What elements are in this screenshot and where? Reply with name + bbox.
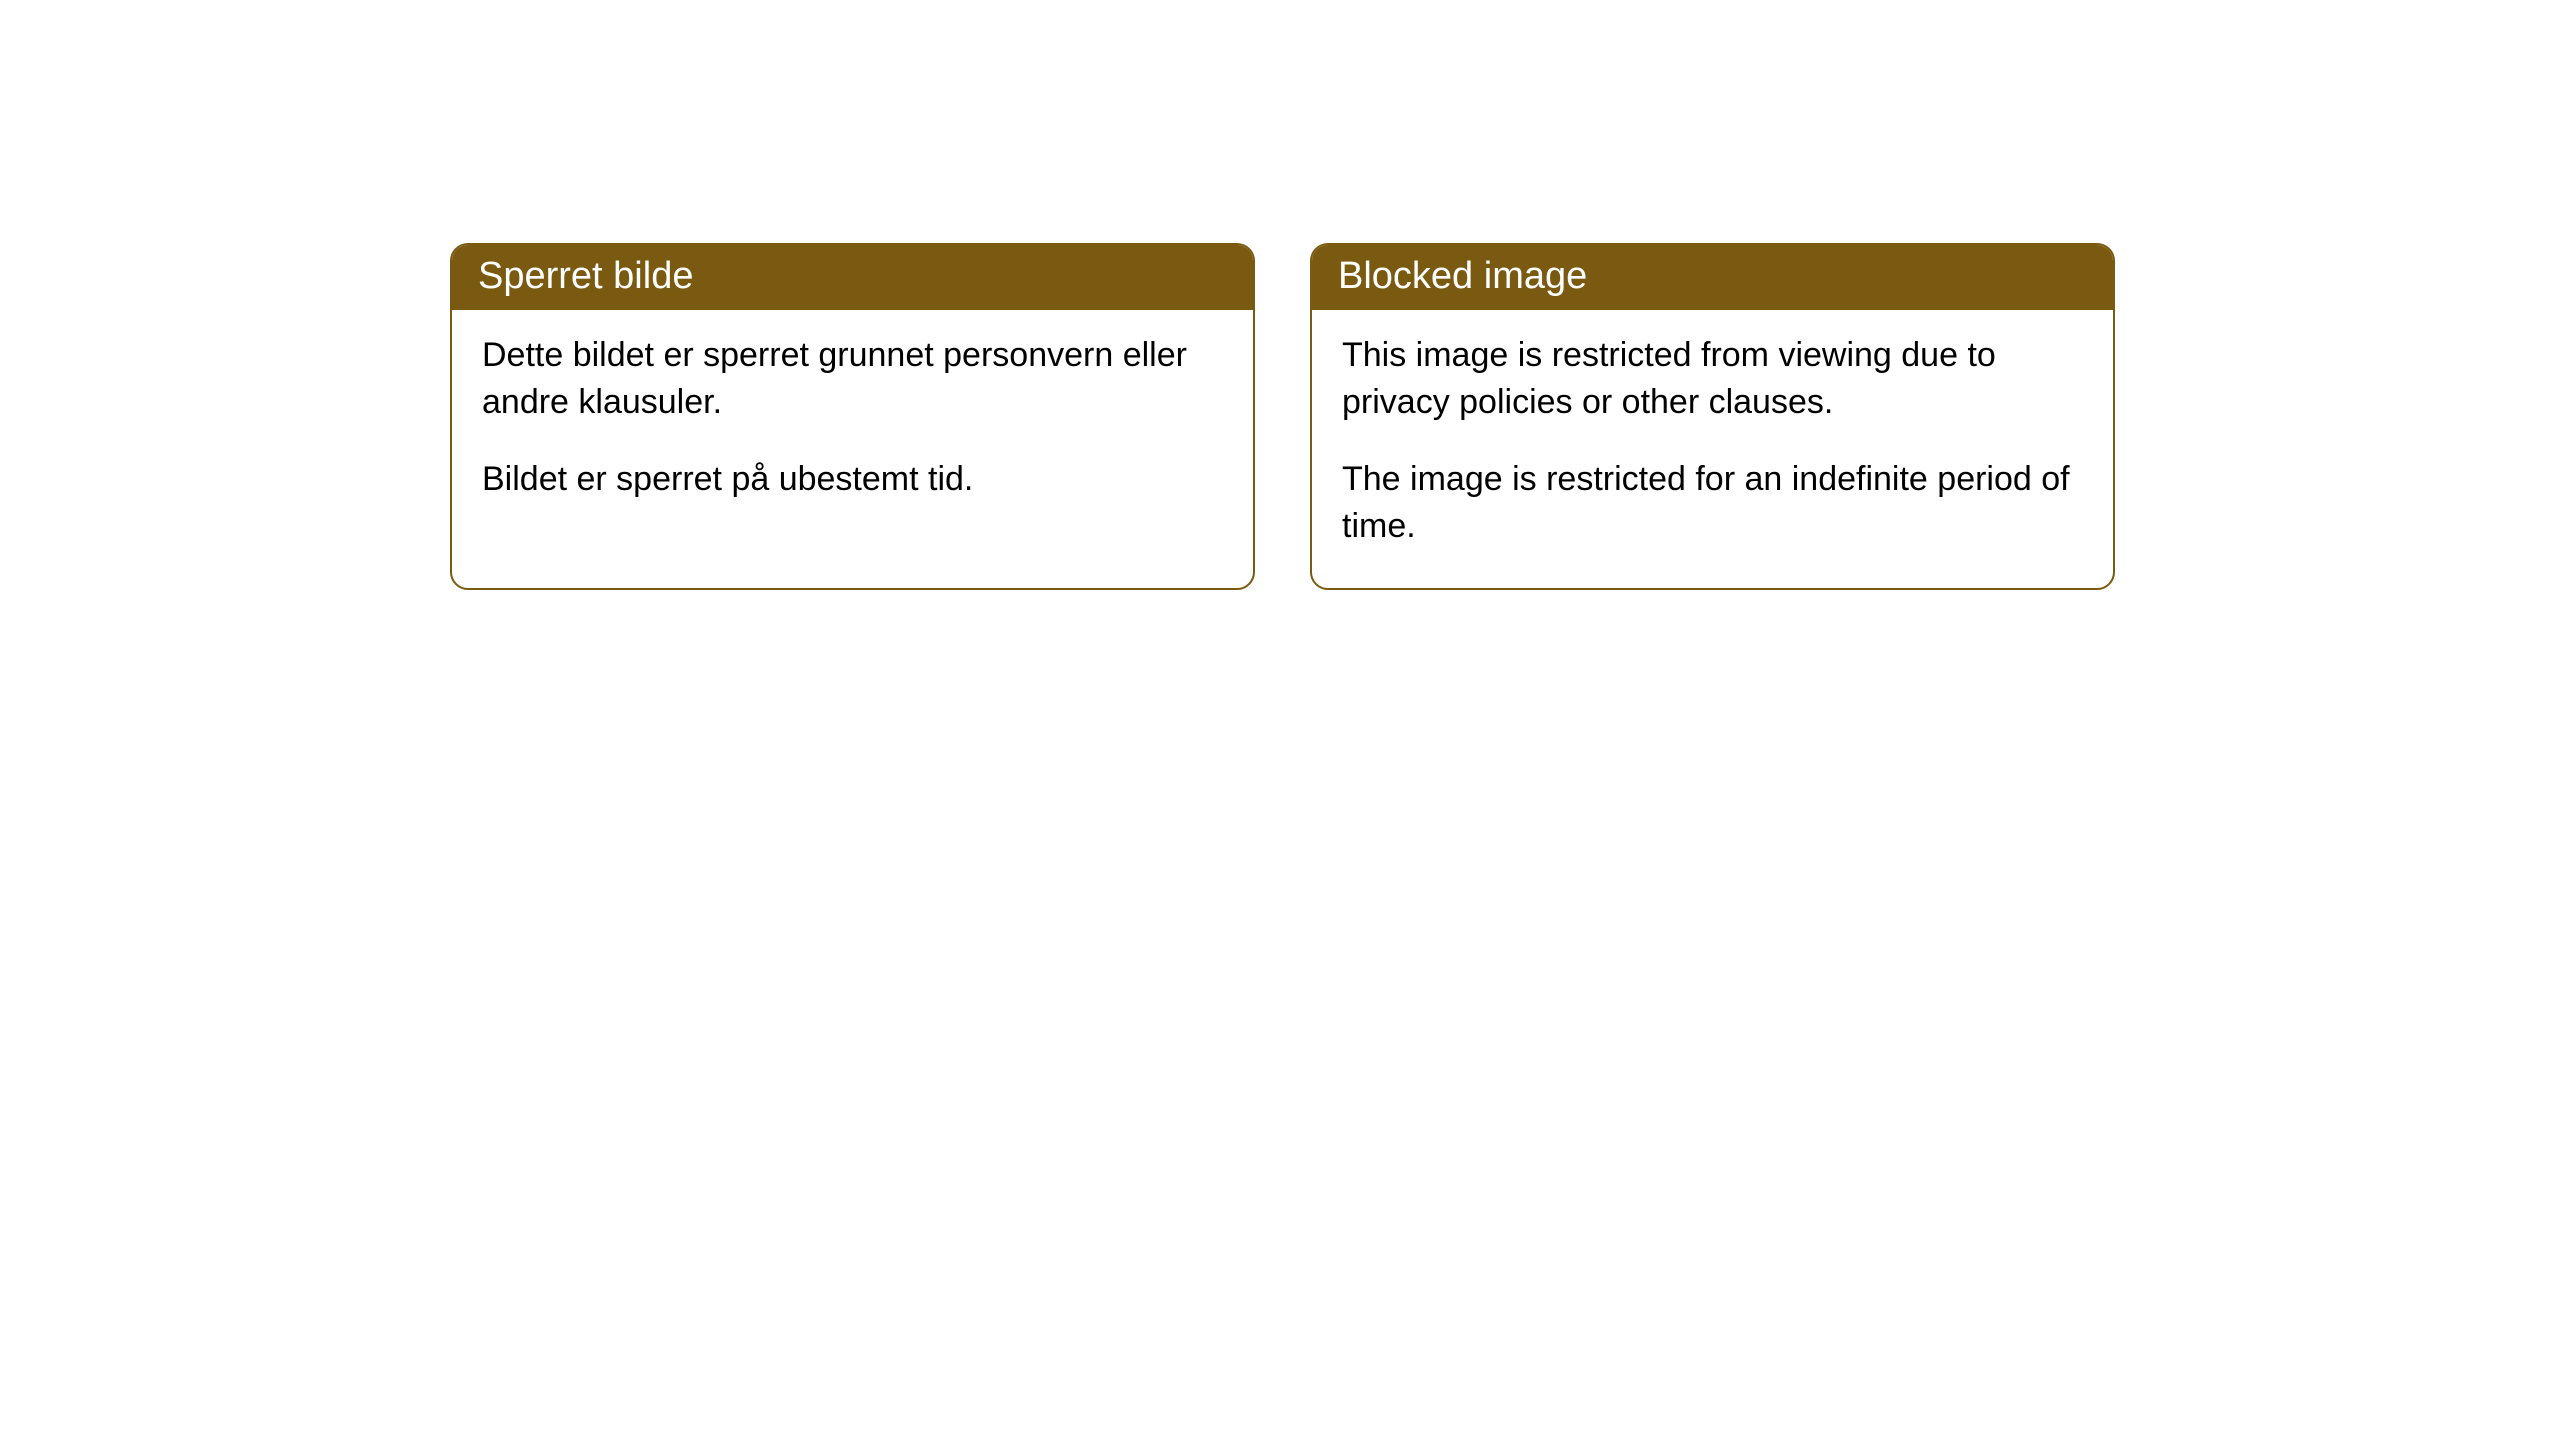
card-body: Dette bildet er sperret grunnet personve… (452, 310, 1253, 541)
notice-card-norwegian: Sperret bilde Dette bildet er sperret gr… (450, 243, 1255, 590)
notice-card-english: Blocked image This image is restricted f… (1310, 243, 2115, 590)
card-paragraph: This image is restricted from viewing du… (1342, 332, 2083, 426)
card-header: Sperret bilde (452, 245, 1253, 310)
card-title: Sperret bilde (478, 255, 693, 297)
card-title: Blocked image (1338, 255, 1587, 297)
card-body: This image is restricted from viewing du… (1312, 310, 2113, 588)
card-paragraph: The image is restricted for an indefinit… (1342, 456, 2083, 550)
notice-cards-container: Sperret bilde Dette bildet er sperret gr… (450, 243, 2560, 590)
card-paragraph: Dette bildet er sperret grunnet personve… (482, 332, 1223, 426)
card-header: Blocked image (1312, 245, 2113, 310)
card-paragraph: Bildet er sperret på ubestemt tid. (482, 456, 1223, 503)
